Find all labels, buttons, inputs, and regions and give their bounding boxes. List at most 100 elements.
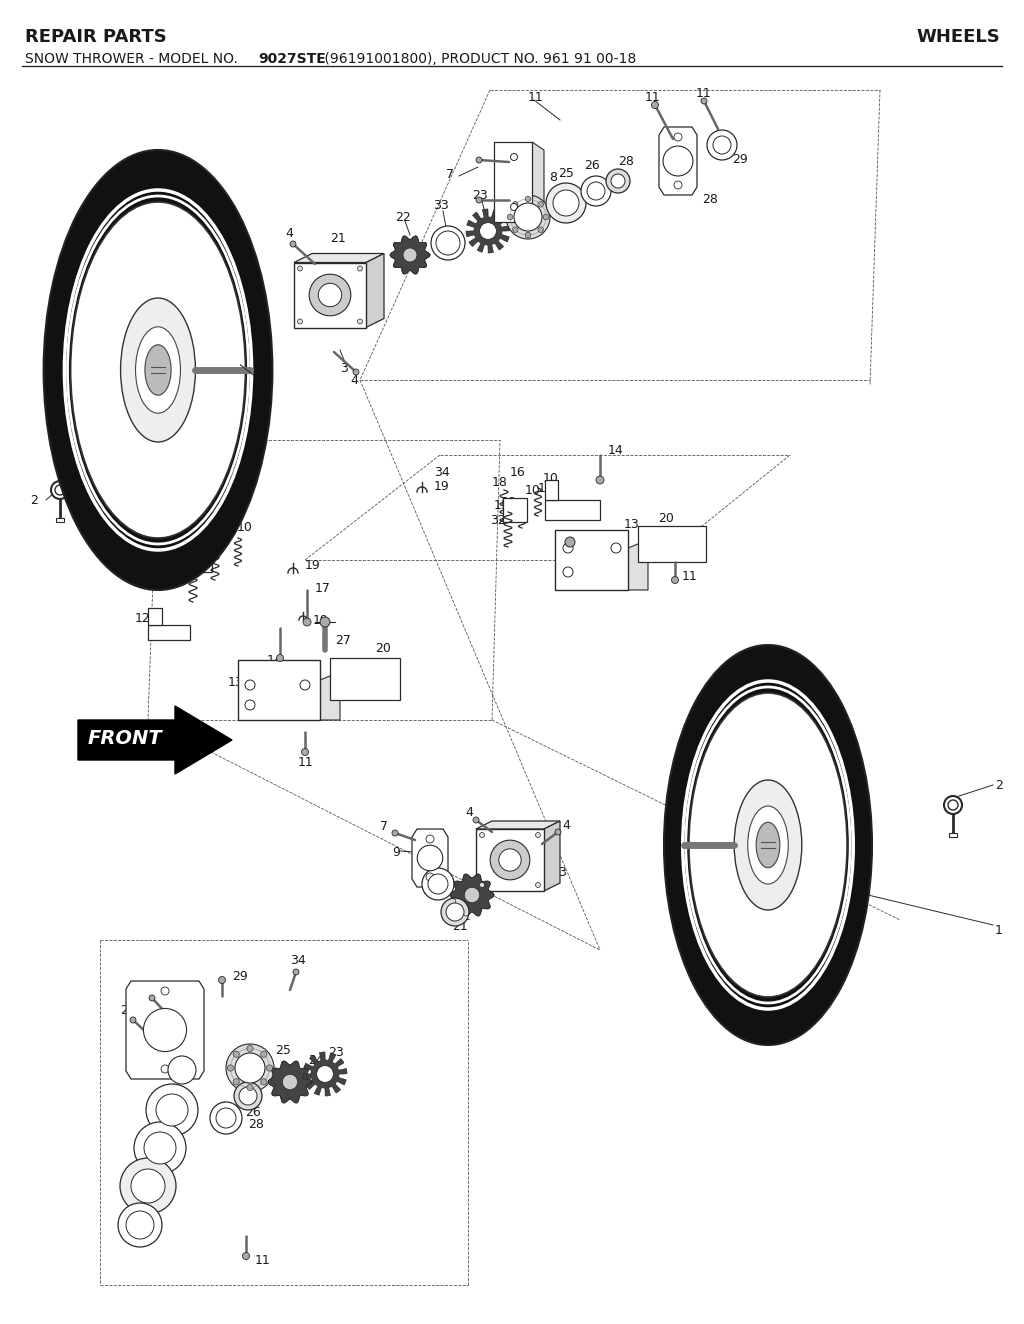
- Circle shape: [596, 477, 604, 485]
- Polygon shape: [545, 500, 600, 520]
- Text: 2: 2: [30, 494, 38, 507]
- Circle shape: [161, 1064, 169, 1072]
- Polygon shape: [78, 706, 232, 775]
- Circle shape: [674, 181, 682, 189]
- Circle shape: [581, 176, 611, 207]
- Text: 28: 28: [702, 192, 718, 205]
- Circle shape: [318, 283, 342, 307]
- Text: 25: 25: [275, 1043, 291, 1057]
- Text: 26: 26: [584, 159, 600, 172]
- Circle shape: [674, 132, 682, 140]
- Text: 30: 30: [500, 495, 516, 508]
- Text: 13: 13: [228, 675, 244, 688]
- Circle shape: [118, 1204, 162, 1247]
- Text: 3: 3: [340, 361, 348, 375]
- Text: 20: 20: [658, 511, 674, 524]
- Ellipse shape: [748, 806, 788, 884]
- Circle shape: [261, 1079, 267, 1084]
- Text: 34: 34: [290, 953, 306, 967]
- Text: 28: 28: [248, 1117, 264, 1131]
- Text: 18: 18: [492, 475, 508, 489]
- Circle shape: [150, 996, 155, 1001]
- Text: (96191001800), PRODUCT NO. 961 91 00-18: (96191001800), PRODUCT NO. 961 91 00-18: [321, 52, 636, 66]
- Circle shape: [321, 617, 330, 628]
- Text: 9: 9: [392, 846, 400, 858]
- Circle shape: [309, 274, 351, 316]
- Circle shape: [499, 849, 521, 871]
- Polygon shape: [466, 209, 510, 253]
- Text: 15: 15: [494, 499, 510, 511]
- Polygon shape: [503, 498, 527, 522]
- Circle shape: [216, 1108, 236, 1128]
- Circle shape: [611, 543, 621, 553]
- Circle shape: [239, 1087, 257, 1106]
- Circle shape: [233, 1079, 240, 1084]
- Circle shape: [426, 873, 434, 880]
- Text: 4: 4: [285, 226, 293, 240]
- Text: 16: 16: [228, 503, 244, 516]
- Circle shape: [543, 214, 549, 220]
- Polygon shape: [450, 874, 494, 916]
- Circle shape: [234, 1053, 265, 1083]
- Ellipse shape: [756, 822, 780, 867]
- Polygon shape: [188, 548, 212, 572]
- Circle shape: [511, 204, 517, 211]
- Text: 1: 1: [995, 924, 1002, 936]
- Polygon shape: [659, 127, 697, 195]
- Circle shape: [611, 173, 625, 188]
- Text: 11: 11: [696, 86, 712, 99]
- Text: 21: 21: [452, 919, 468, 932]
- Circle shape: [403, 248, 417, 262]
- Circle shape: [525, 232, 530, 238]
- Text: 32: 32: [490, 514, 506, 527]
- Text: 33: 33: [433, 199, 449, 212]
- Circle shape: [479, 833, 484, 838]
- Circle shape: [563, 543, 573, 553]
- Ellipse shape: [734, 780, 802, 910]
- Circle shape: [525, 196, 530, 201]
- Ellipse shape: [121, 298, 196, 442]
- Circle shape: [226, 1045, 274, 1092]
- Text: 29: 29: [232, 969, 248, 982]
- Circle shape: [126, 1211, 154, 1239]
- Circle shape: [298, 266, 302, 271]
- Text: 21: 21: [330, 232, 346, 245]
- Circle shape: [428, 874, 449, 894]
- Circle shape: [563, 567, 573, 577]
- Circle shape: [538, 226, 544, 233]
- Polygon shape: [366, 253, 384, 327]
- Circle shape: [298, 319, 302, 324]
- Ellipse shape: [71, 203, 246, 538]
- Text: 4: 4: [350, 373, 357, 387]
- Circle shape: [247, 1046, 253, 1051]
- Text: 29: 29: [732, 152, 748, 166]
- Circle shape: [512, 201, 518, 207]
- Circle shape: [353, 369, 359, 375]
- Polygon shape: [412, 829, 449, 887]
- Polygon shape: [390, 236, 430, 274]
- Text: 15: 15: [175, 548, 190, 561]
- Text: 16: 16: [510, 466, 525, 478]
- Circle shape: [514, 203, 542, 230]
- Text: 11: 11: [528, 90, 544, 103]
- Text: 27: 27: [335, 633, 351, 646]
- Circle shape: [464, 887, 479, 903]
- Text: 24: 24: [518, 176, 534, 189]
- Circle shape: [144, 1132, 176, 1164]
- Polygon shape: [494, 142, 532, 222]
- Circle shape: [51, 481, 69, 499]
- Text: 12: 12: [538, 482, 554, 494]
- Text: REPAIR PARTS: REPAIR PARTS: [25, 28, 167, 46]
- Circle shape: [512, 226, 518, 233]
- Polygon shape: [321, 673, 340, 720]
- Text: 33: 33: [422, 883, 437, 896]
- Text: 19: 19: [434, 479, 450, 493]
- Circle shape: [130, 1017, 136, 1023]
- Text: 11: 11: [645, 90, 660, 103]
- Circle shape: [606, 169, 630, 193]
- Polygon shape: [294, 262, 366, 327]
- Polygon shape: [148, 625, 190, 639]
- Text: FRONT: FRONT: [88, 728, 163, 748]
- Text: 26: 26: [245, 1106, 261, 1119]
- Ellipse shape: [664, 645, 872, 1045]
